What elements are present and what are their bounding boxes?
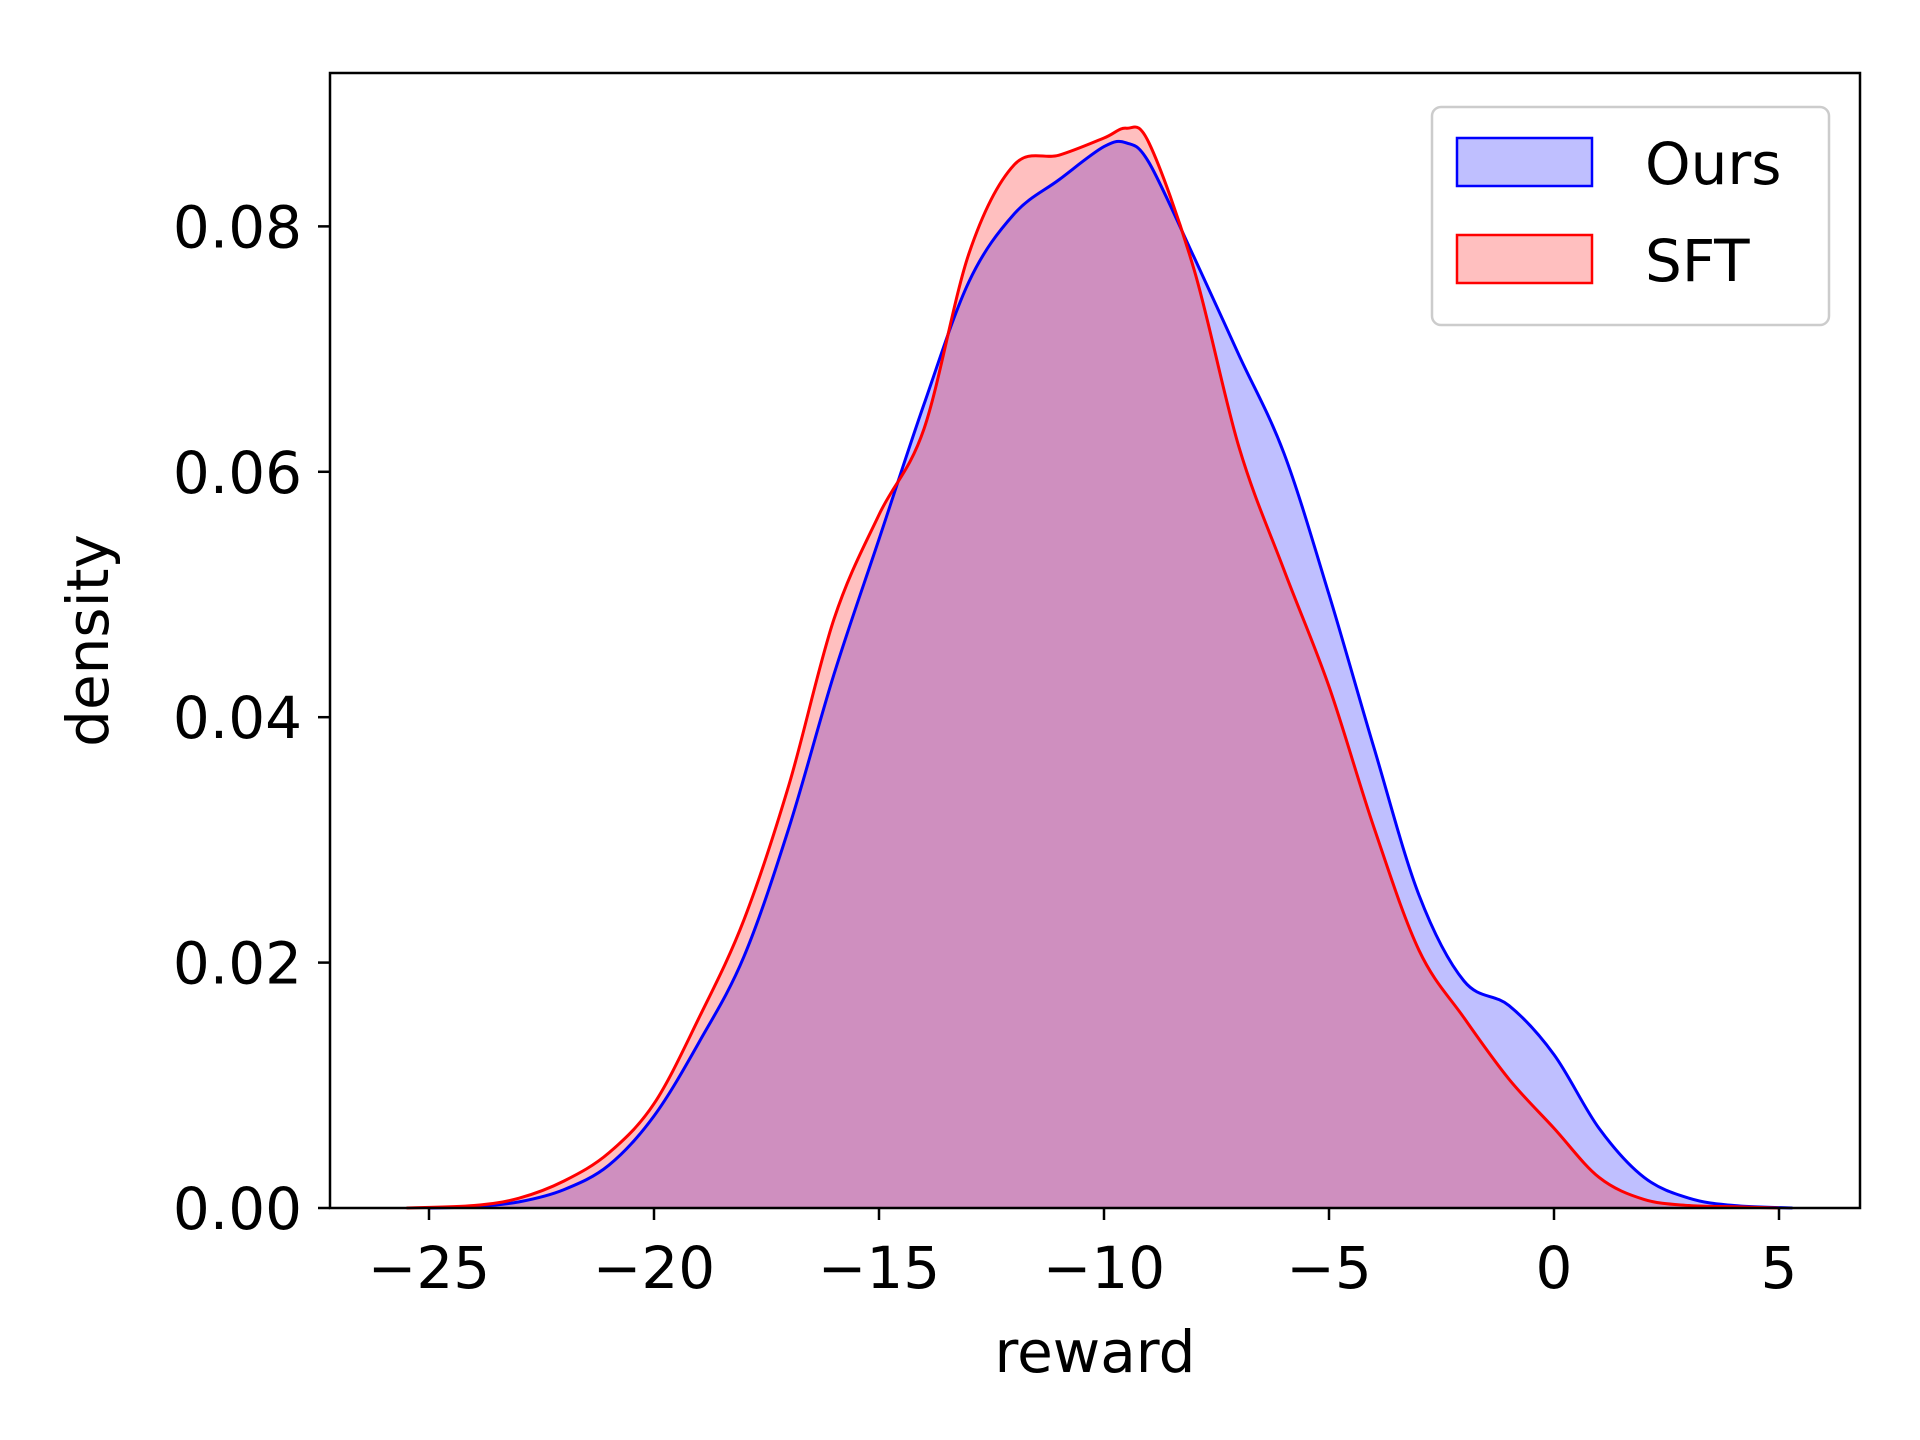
y-tick-label: 0.04 — [173, 684, 302, 752]
x-tick-label: 0 — [1536, 1234, 1573, 1302]
x-tick-label: −20 — [593, 1234, 715, 1302]
legend-box — [1430, 105, 1831, 327]
x-tick-label: −5 — [1286, 1234, 1372, 1302]
x-tick-label: −15 — [818, 1234, 940, 1302]
series-fills — [406, 126, 1793, 1209]
legend-swatch-sft — [1455, 233, 1594, 285]
series-line-sft — [406, 125, 1780, 1210]
y-axis-label: density — [54, 534, 122, 747]
x-axis: −25 −20 −15 −10 −5 0 5 — [368, 1208, 1798, 1302]
x-tick-label: −25 — [368, 1234, 490, 1302]
y-tick-label: 0.06 — [173, 439, 302, 507]
series-line-ours — [428, 139, 1793, 1210]
y-tick-label: 0.02 — [173, 930, 302, 998]
y-tick-label: 0.00 — [173, 1175, 302, 1243]
legend-label-ours: Ours — [1645, 130, 1781, 198]
legend-label-sft: SFT — [1645, 227, 1750, 295]
series-lines — [406, 125, 1793, 1210]
y-tick-label: 0.08 — [173, 193, 302, 261]
plot-frame — [328, 71, 1862, 1210]
legend: Ours SFT — [1430, 105, 1831, 327]
y-axis: 0.00 0.02 0.04 0.06 0.08 — [173, 193, 330, 1243]
x-tick-label: 5 — [1761, 1234, 1798, 1302]
x-axis-label: reward — [995, 1318, 1196, 1386]
series-fill-ours — [429, 141, 1793, 1208]
x-tick-label: −10 — [1043, 1234, 1165, 1302]
legend-swatch-ours — [1455, 136, 1594, 188]
series-fill-sft — [406, 126, 1779, 1209]
